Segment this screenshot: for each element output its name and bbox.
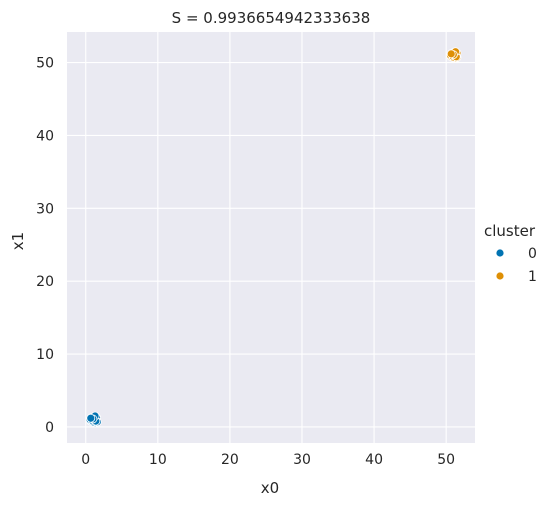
y-tick-label: 30 <box>36 201 54 217</box>
y-tick-label: 20 <box>36 274 54 290</box>
legend-label-0: 0 <box>528 246 537 262</box>
legend-title: cluster <box>484 222 536 240</box>
x-tick-label: 20 <box>221 452 239 468</box>
y-axis-label: x1 <box>9 232 27 250</box>
data-point-cluster-0 <box>87 414 95 422</box>
legend-marker-0 <box>496 249 504 257</box>
data-point-cluster-1 <box>447 50 455 58</box>
chart-title: S = 0.9936654942333638 <box>172 9 371 27</box>
x-tick-label: 10 <box>149 452 167 468</box>
x-tick-label: 50 <box>437 452 455 468</box>
x-tick-label: 40 <box>365 452 383 468</box>
x-tick-label: 30 <box>293 452 311 468</box>
legend-marker-1 <box>496 272 504 280</box>
y-tick-label: 10 <box>36 347 54 363</box>
y-tick-label: 50 <box>36 56 54 72</box>
legend-label-1: 1 <box>528 269 537 285</box>
x-tick-label: 0 <box>81 452 90 468</box>
legend: cluster 0 1 <box>484 222 537 285</box>
y-tick-label: 0 <box>45 420 54 436</box>
plot-area <box>67 32 475 443</box>
x-axis-label: x0 <box>261 479 279 497</box>
y-tick-label: 40 <box>36 128 54 144</box>
